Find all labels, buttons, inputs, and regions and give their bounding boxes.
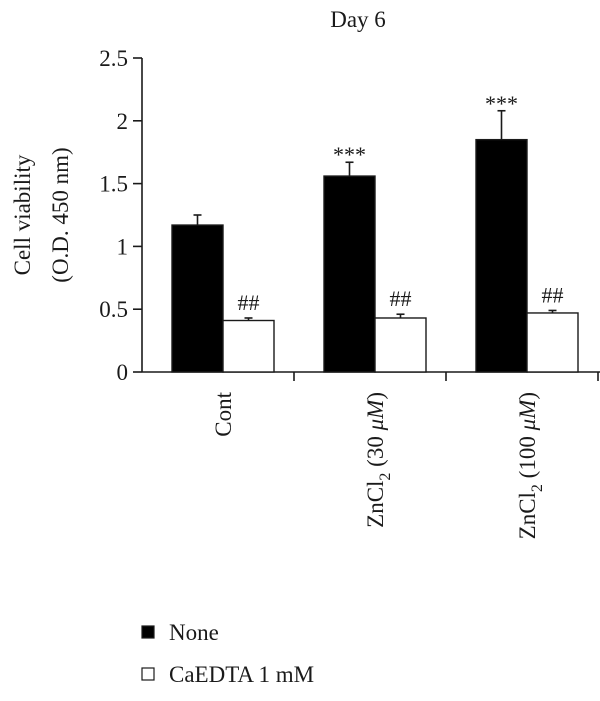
bar	[222, 319, 275, 373]
category-label: ZnCl2 (100 μM)	[515, 392, 546, 539]
legend-swatch	[141, 625, 155, 639]
y-tick-label: 0.5	[99, 297, 128, 322]
bar	[323, 175, 376, 373]
y-tick-label: 1.5	[99, 172, 128, 197]
category-label: ZnCl2 (30 μM)	[363, 392, 394, 528]
significance-label: ##	[390, 286, 412, 311]
chart-title: Day 6	[330, 7, 386, 32]
legend-swatch	[141, 667, 155, 681]
category-label-main: Cont	[211, 391, 236, 436]
significance-label: ##	[238, 290, 260, 315]
significance-label: ##	[542, 282, 564, 307]
y-axis-label: Cell viability (O.D. 450 nm)	[10, 147, 73, 282]
legend-label: None	[169, 620, 219, 645]
category-label-main: ZnCl	[515, 492, 540, 539]
y-axis-label-line-1: Cell viability	[10, 154, 35, 275]
x-tick-label: ZnCl2 (30 μM)	[363, 392, 394, 528]
category-label-rest: (30	[363, 430, 388, 472]
plot-area: 00.511.522.5##Cont***##ZnCl2 (30 μM)***#…	[99, 46, 600, 539]
category-label-close: )	[515, 392, 540, 400]
category-label-subscript: 2	[529, 484, 546, 492]
category-label-rest: (100	[515, 430, 540, 484]
legend: None CaEDTA 1 mM	[141, 620, 314, 687]
y-tick-label: 2	[117, 109, 129, 134]
legend-label: CaEDTA 1 mM	[169, 662, 314, 687]
category-label-unit: μM	[363, 398, 388, 432]
significance-label: ***	[485, 91, 518, 116]
y-axis-label-line-2: (O.D. 450 nm)	[48, 147, 73, 282]
category-label-main: ZnCl	[363, 481, 388, 528]
y-tick-label: 1	[117, 234, 129, 259]
y-tick-label: 2.5	[99, 46, 128, 71]
bar	[475, 138, 528, 373]
category-label-subscript: 2	[377, 473, 394, 481]
x-tick-label: ZnCl2 (100 μM)	[515, 392, 546, 539]
bar	[171, 224, 224, 373]
category-label: Cont	[211, 391, 236, 436]
bar	[526, 312, 579, 373]
x-tick-label: Cont	[211, 391, 236, 436]
y-tick-label: 0	[117, 360, 129, 385]
bar	[374, 317, 427, 373]
category-label-close: )	[363, 392, 388, 400]
significance-label: ***	[333, 142, 366, 167]
category-label-unit: μM	[515, 398, 540, 432]
